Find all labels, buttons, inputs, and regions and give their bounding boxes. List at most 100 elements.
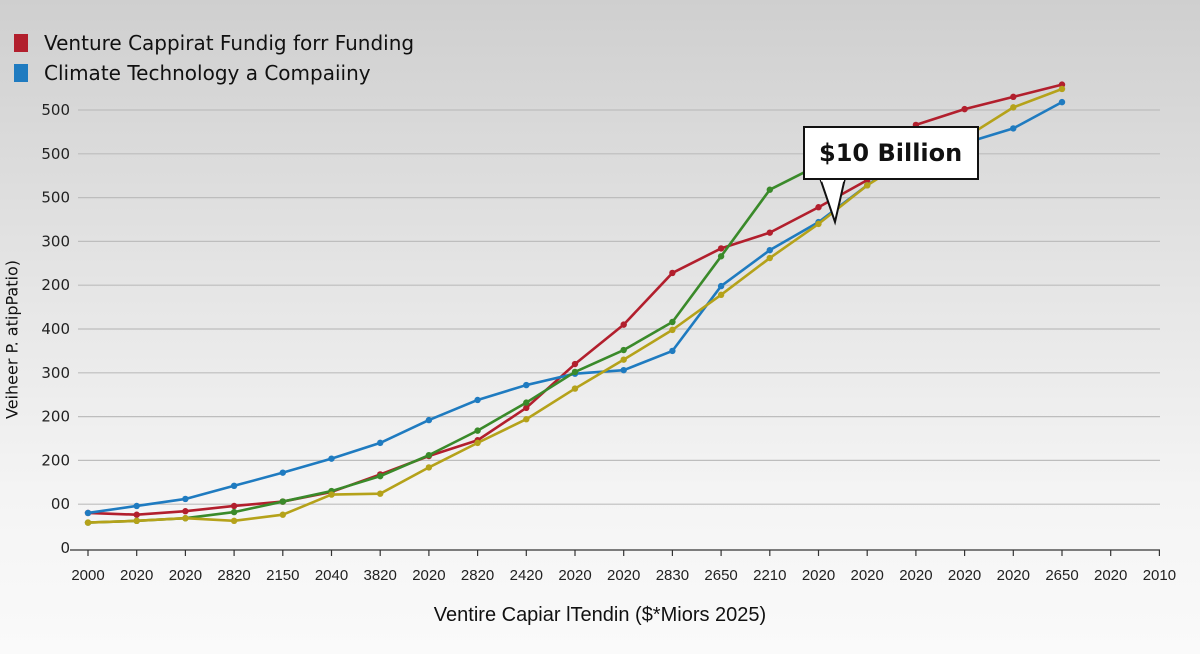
data-point	[523, 399, 530, 406]
legend-item-climate-tech: Climate Technology a Compaiiny	[14, 58, 414, 88]
data-point	[766, 229, 773, 236]
y-tick-label: 0	[60, 539, 70, 557]
y-tick-label: 200	[41, 451, 70, 469]
data-point	[230, 508, 238, 516]
data-point	[279, 498, 286, 505]
legend-label: Climate Technology a Compaiiny	[44, 61, 371, 85]
data-point	[864, 182, 871, 189]
data-point	[669, 326, 676, 334]
data-point	[84, 509, 92, 517]
data-point	[425, 416, 433, 424]
data-point	[523, 404, 530, 412]
legend-label: Venture Cappirat Fundig forr Funding	[44, 31, 415, 55]
data-point	[961, 105, 968, 113]
y-tick-label: 500	[41, 145, 70, 163]
data-point	[133, 511, 140, 518]
data-point	[133, 517, 140, 525]
data-point	[620, 366, 627, 374]
data-point	[1058, 98, 1066, 106]
y-tick-label: 00	[51, 495, 70, 513]
y-tick-label: 200	[41, 276, 70, 294]
x-tick-label: 2020	[558, 567, 591, 584]
data-point	[230, 517, 238, 525]
x-tick-label: 2020	[120, 567, 153, 584]
x-tick-label: 2020	[169, 567, 202, 584]
data-point	[815, 204, 822, 211]
x-tick-label: 2820	[217, 567, 250, 584]
data-point	[766, 186, 773, 193]
x-tick-label: 2000	[71, 567, 104, 584]
data-point	[523, 381, 530, 389]
x-tick-label: 2020	[948, 567, 981, 584]
y-tick-label: 400	[41, 320, 70, 338]
data-point	[717, 282, 725, 290]
x-tick-label: 2650	[1045, 567, 1078, 584]
x-tick-label: 2420	[510, 567, 543, 584]
x-tick-label: 2020	[607, 567, 640, 584]
x-tick-label: 2040	[315, 567, 348, 584]
data-point	[182, 495, 189, 503]
x-axis-label: Ventire Capiar lTendin ($*Miors 2025)	[433, 604, 767, 626]
data-point	[1010, 104, 1017, 111]
data-point	[620, 356, 627, 363]
data-point	[133, 502, 140, 510]
data-point	[717, 245, 725, 252]
legend-swatch-blue	[14, 64, 28, 82]
x-tick-label: 2010	[1143, 567, 1176, 584]
x-tick-label: 2210	[753, 567, 786, 584]
data-point	[279, 469, 286, 476]
data-point	[182, 508, 189, 515]
data-point	[230, 502, 238, 510]
y-tick-label: 300	[41, 232, 70, 250]
data-point	[1010, 93, 1017, 101]
legend-swatch-red	[14, 34, 28, 52]
x-tick-label: 2830	[656, 567, 689, 584]
y-axis-label: Veiheer P. atipPatio)	[2, 260, 22, 419]
series-line-2	[87, 164, 820, 524]
data-point	[620, 346, 627, 354]
data-point	[1058, 85, 1066, 93]
data-point	[474, 396, 481, 404]
x-tick-label: 2020	[899, 567, 932, 584]
data-point	[84, 519, 92, 526]
data-point	[182, 515, 189, 522]
data-point	[766, 246, 773, 254]
data-point	[377, 490, 384, 497]
data-point	[1010, 125, 1017, 132]
data-point	[815, 220, 822, 228]
data-point	[669, 347, 676, 355]
data-point	[523, 416, 530, 423]
data-point	[571, 385, 579, 392]
data-point	[1058, 81, 1066, 88]
data-point	[571, 368, 579, 376]
data-point	[328, 491, 335, 498]
annotation-callout: $10 Billion	[803, 126, 979, 180]
legend: Venture Cappirat Fundig forr Funding Cli…	[14, 28, 414, 88]
x-tick-label: 2020	[1094, 567, 1127, 584]
data-point	[425, 464, 433, 471]
x-tick-label: 2150	[266, 567, 299, 584]
data-point	[328, 455, 335, 462]
y-tick-label: 300	[41, 364, 70, 382]
x-tick-label: 2020	[412, 567, 445, 584]
data-point	[474, 439, 481, 447]
data-point	[717, 291, 725, 299]
y-tick-label: 200	[41, 408, 70, 426]
x-tick-label: 3820	[364, 567, 397, 584]
data-point	[377, 439, 384, 447]
data-point	[279, 511, 286, 518]
data-point	[425, 451, 433, 459]
x-tick-label: 2820	[461, 567, 494, 584]
x-tick-label: 2020	[851, 567, 884, 584]
y-tick-label: 500	[41, 189, 70, 207]
data-point	[766, 254, 773, 262]
data-point	[669, 269, 676, 277]
data-point	[474, 427, 481, 434]
x-tick-label: 2650	[704, 567, 737, 584]
data-point	[717, 253, 725, 260]
y-tick-label: 500	[41, 101, 70, 119]
data-point	[230, 482, 238, 490]
data-point	[571, 360, 579, 368]
data-point	[620, 321, 627, 328]
